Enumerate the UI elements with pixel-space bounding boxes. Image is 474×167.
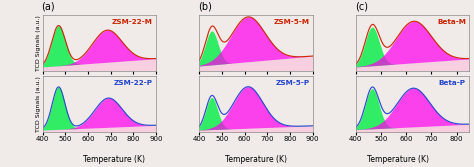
Text: (b): (b) — [198, 2, 212, 12]
Text: ZSM-22-P: ZSM-22-P — [114, 80, 153, 86]
Text: ZSM-5-P: ZSM-5-P — [275, 80, 309, 86]
Text: ZSM-22-M: ZSM-22-M — [112, 19, 153, 25]
Text: (c): (c) — [355, 2, 368, 12]
Y-axis label: TCD Signals (a.u.): TCD Signals (a.u.) — [36, 15, 41, 71]
Text: Beta-M: Beta-M — [437, 19, 466, 25]
Text: Temperature (K): Temperature (K) — [367, 155, 429, 164]
Y-axis label: TCD Signals (a.u.): TCD Signals (a.u.) — [36, 76, 41, 132]
Text: Temperature (K): Temperature (K) — [225, 155, 287, 164]
Text: Temperature (K): Temperature (K) — [83, 155, 145, 164]
Text: (a): (a) — [42, 2, 55, 12]
Text: ZSM-5-M: ZSM-5-M — [273, 19, 309, 25]
Text: Beta-P: Beta-P — [439, 80, 466, 86]
